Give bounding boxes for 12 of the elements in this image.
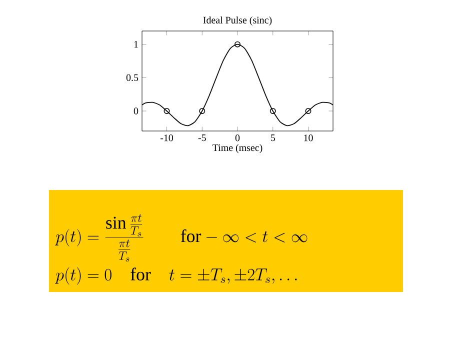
text: $p(t)=\frac{\sin\frac{\pi t}{T_s}}{\frac{\pi t}{T_s}}\qquad\mathrm{for}-\infty<t<\infty$ <box>54 214 308 262</box>
y-tick-label: 0 <box>134 108 138 114</box>
chart-title: Ideal Pulse (sinc) <box>203 16 272 26</box>
x-axis-title: Time (msec) <box>212 144 262 154</box>
y-tick-label: 1 <box>134 41 138 48</box>
text: $p(t)=0\quad\mathrm{for}\quad t=\pm T_s,\pm 2T_s,\ldots$ <box>54 267 297 285</box>
x-tick-label: 0 <box>235 134 240 142</box>
y-tick-label: 0.5 <box>126 74 138 82</box>
x-tick-label: -5 <box>198 134 206 142</box>
x-tick-label: -10 <box>160 134 174 142</box>
x-tick-label: 10 <box>304 134 313 142</box>
x-tick-label: 5 <box>270 134 275 142</box>
